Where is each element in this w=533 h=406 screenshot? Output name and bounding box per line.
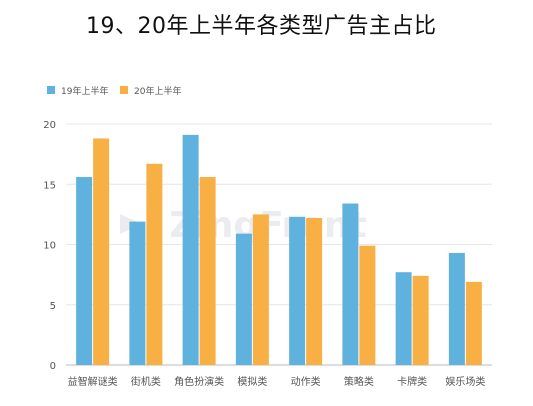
x-tick-label: 娱乐场类 bbox=[445, 375, 485, 388]
x-tick-label: 模拟类 bbox=[237, 375, 267, 388]
legend-label-2: 20年上半年 bbox=[134, 85, 181, 97]
bar-h1-2019 bbox=[129, 221, 146, 365]
legend-swatch-2 bbox=[120, 86, 128, 94]
legend-swatch-1 bbox=[47, 86, 55, 94]
bar-h1-2020 bbox=[252, 214, 269, 365]
y-tick-label: 15 bbox=[43, 180, 56, 191]
y-tick-label: 5 bbox=[50, 301, 56, 312]
x-tick-label: 卡牌类 bbox=[397, 375, 427, 388]
x-tick-label: 益智解谜类 bbox=[68, 375, 118, 388]
bar-h1-2020 bbox=[146, 163, 163, 365]
bar-h1-2019 bbox=[235, 233, 252, 365]
bar-h1-2019 bbox=[76, 177, 93, 365]
x-tick-label: 策略类 bbox=[344, 375, 374, 388]
y-tick-label: 20 bbox=[43, 120, 56, 131]
bar-h1-2019 bbox=[182, 134, 199, 365]
bar-h1-2020 bbox=[359, 245, 376, 365]
y-tick-label: 0 bbox=[50, 361, 56, 372]
y-tick-label: 10 bbox=[43, 241, 56, 252]
bar-h1-2019 bbox=[342, 203, 359, 365]
bar-h1-2020 bbox=[465, 281, 482, 365]
bar-h1-2020 bbox=[93, 138, 110, 365]
x-tick-label: 动作类 bbox=[291, 375, 321, 388]
bar-h1-2019 bbox=[395, 272, 412, 365]
bar-h1-2019 bbox=[448, 252, 465, 365]
bar-h1-2020 bbox=[199, 177, 216, 365]
x-tick-label: 街机类 bbox=[131, 375, 161, 388]
legend-label-1: 19年上半年 bbox=[61, 85, 108, 97]
bar-h1-2020 bbox=[306, 217, 323, 365]
bar-h1-2020 bbox=[412, 275, 429, 365]
bar-h1-2019 bbox=[289, 216, 306, 365]
x-tick-label: 角色扮演类 bbox=[174, 375, 224, 388]
chart-title: 19、20年上半年各类型广告主占比 bbox=[86, 14, 437, 39]
